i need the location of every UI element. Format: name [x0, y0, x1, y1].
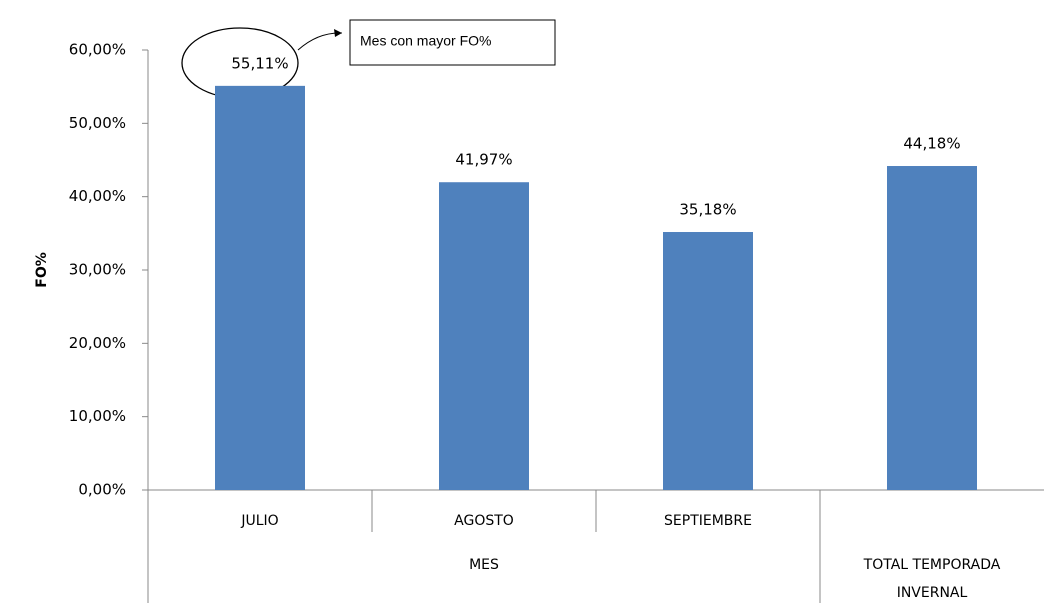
bar: [215, 85, 305, 491]
y-tick-label: 40,00%: [69, 187, 126, 205]
y-tick-label: 10,00%: [69, 407, 126, 425]
bar: [887, 166, 977, 490]
arrow-head: [334, 29, 342, 37]
value-label: 35,18%: [679, 201, 736, 219]
y-axis-label: FO%: [34, 252, 50, 288]
bar: [439, 182, 529, 490]
x-tick-label: SEPTIEMBRE: [664, 513, 752, 529]
y-tick-label: 50,00%: [69, 114, 126, 132]
value-label: 41,97%: [455, 151, 512, 169]
y-tick-label: 30,00%: [69, 261, 126, 279]
bar: [663, 232, 753, 490]
value-label: 55,11%: [231, 54, 288, 72]
x-tick-label: TOTAL TEMPORADA INVERNAL: [863, 557, 1001, 601]
y-tick-label: 20,00%: [69, 334, 126, 352]
x-tick-label: AGOSTO: [454, 513, 514, 529]
value-label: 44,18%: [903, 135, 960, 153]
y-tick-label: 0,00%: [78, 481, 126, 499]
group-label: MES: [469, 557, 499, 573]
x-tick-label: JULIO: [240, 513, 278, 529]
y-tick-label: 60,00%: [69, 41, 126, 59]
annotation: Mes con mayor FO%: [360, 33, 491, 49]
annotation-box: [349, 19, 556, 66]
